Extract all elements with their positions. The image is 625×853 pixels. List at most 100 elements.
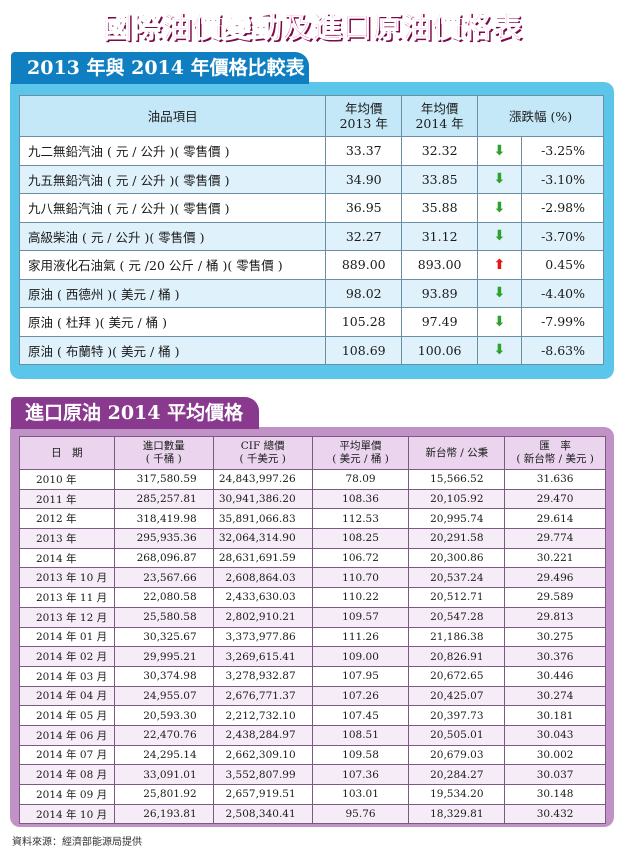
cif-total: 2,657,919.51	[212, 784, 313, 805]
table-row: 2014 年 01 月 30,325.67 3,373,977.86 111.26 21…	[19, 626, 606, 648]
header-cif-line1: CIF 總價	[240, 440, 285, 452]
header-cif: CIF 總價 ( 千美元 )	[212, 436, 313, 470]
cif-total: 2,662,309.10	[212, 744, 313, 766]
table-row: 2014 年 10 月 26,193.81 2,508,340.41 95.76 18,…	[19, 803, 606, 825]
table-row: 2014 年 04 月 24,955.07 2,676,771.37 107.26 20…	[19, 685, 606, 707]
change-percent: -7.99%	[521, 307, 604, 337]
cif-total: 2,676,771.37	[212, 685, 313, 707]
up-arrow-icon: ⬆	[493, 256, 506, 273]
exchange-rate: 29.774	[504, 528, 606, 549]
twd-per-kl: 21,186.38	[408, 626, 506, 648]
import-quantity: 24,295.14	[113, 744, 214, 766]
trend-cell: ⬇	[477, 278, 522, 308]
down-arrow-icon: ⬇	[493, 142, 506, 159]
header-fx-line1: 匯 率	[539, 440, 571, 452]
exchange-rate: 30.446	[504, 665, 606, 687]
change-percent: 0.45%	[521, 250, 604, 280]
twd-per-kl: 20,397.73	[408, 705, 506, 726]
period: 2014 年 05 月	[19, 705, 115, 726]
table-row: 九八無鉛汽油 ( 元 / 公升 )( 零售價 ) 36.95 35.88 ⬇ -2.98…	[18, 193, 604, 223]
change-percent: -2.98%	[521, 193, 604, 223]
down-arrow-icon: ⬇	[493, 313, 506, 330]
price-2013: 108.69	[325, 335, 403, 365]
table-row: 2013 年 295,935.36 32,064,314.90 108.25 20,29…	[19, 528, 606, 549]
table-row: 2011 年 285,257.81 30,941,386.20 108.36 20,10…	[19, 488, 606, 510]
table-row: 原油 ( 布蘭特 )( 美元 / 桶 ) 108.69 100.06 ⬇ -8.63%	[18, 335, 604, 365]
price-2013: 36.95	[325, 193, 403, 223]
down-arrow-icon: ⬇	[493, 285, 506, 302]
import-quantity: 268,096.87	[113, 547, 214, 569]
price-2014: 35.88	[401, 193, 479, 223]
twd-per-kl: 20,537.24	[408, 567, 506, 589]
trend-cell: ⬇	[477, 136, 522, 166]
import-crude-table: 日 期 進口數量 ( 千桶 ) CIF 總價 ( 千美元 ) 平均單價 ( 美元…	[19, 436, 606, 825]
header-unit-line2: ( 美元 / 桶 )	[332, 453, 389, 465]
twd-per-kl: 20,505.01	[408, 724, 506, 746]
period: 2014 年 07 月	[19, 744, 115, 766]
table-row: 九五無鉛汽油 ( 元 / 公升 )( 零售價 ) 34.90 33.85 ⬇ -3.10…	[18, 164, 604, 194]
change-percent: -4.40%	[521, 278, 604, 308]
price-2013: 32.27	[325, 221, 403, 251]
exchange-rate: 29.589	[504, 587, 606, 608]
twd-per-kl: 20,995.74	[408, 508, 506, 530]
trend-cell: ⬆	[477, 250, 522, 280]
price-2013: 105.28	[325, 307, 403, 337]
exchange-rate: 30.181	[504, 705, 606, 726]
table-row: 2014 年 02 月 29,995.21 3,269,615.41 109.00 20…	[19, 646, 606, 667]
price-2014: 97.49	[401, 307, 479, 337]
unit-price: 95.76	[311, 803, 410, 825]
trend-cell: ⬇	[477, 221, 522, 251]
price-2014: 33.85	[401, 164, 479, 194]
import-quantity: 29,995.21	[113, 646, 214, 667]
cif-total: 2,433,630.03	[212, 587, 313, 608]
cif-total: 3,278,932.87	[212, 665, 313, 687]
header-twd: 新台幣 / 公秉	[408, 436, 506, 470]
price-2013: 34.90	[325, 164, 403, 194]
cif-total: 3,269,615.41	[212, 646, 313, 667]
period: 2014 年 10 月	[19, 803, 115, 825]
unit-price: 107.95	[311, 665, 410, 687]
import-quantity: 25,801.92	[113, 784, 214, 805]
period: 2014 年 03 月	[19, 665, 115, 687]
product-name: 原油 ( 布蘭特 )( 美元 / 桶 )	[18, 335, 327, 365]
header-item: 油品項目	[18, 95, 327, 137]
product-name: 九五無鉛汽油 ( 元 / 公升 )( 零售價 )	[18, 164, 327, 194]
import-crude-title: 進口原油 2014 平均價格	[11, 397, 259, 429]
table-row: 高級柴油 ( 元 / 公升 )( 零售價 ) 32.27 31.12 ⬇ -3.70%	[18, 221, 604, 251]
import-quantity: 24,955.07	[113, 685, 214, 707]
change-percent: -3.25%	[521, 136, 604, 166]
header-date: 日 期	[19, 436, 115, 470]
table-row: 2014 年 03 月 30,374.98 3,278,932.87 107.95 20…	[19, 665, 606, 687]
product-name: 原油 ( 杜拜 )( 美元 / 桶 )	[18, 307, 327, 337]
cif-total: 3,373,977.86	[212, 626, 313, 648]
price-2013: 33.37	[325, 136, 403, 166]
import-quantity: 30,374.98	[113, 665, 214, 687]
period: 2014 年 02 月	[19, 646, 115, 667]
twd-per-kl: 20,679.03	[408, 744, 506, 766]
header-unit-line1: 平均單價	[339, 440, 382, 452]
exchange-rate: 29.813	[504, 606, 606, 628]
twd-per-kl: 20,300.86	[408, 547, 506, 569]
twd-per-kl: 20,284.27	[408, 764, 506, 785]
exchange-rate: 29.614	[504, 508, 606, 530]
unit-price: 108.25	[311, 528, 410, 549]
table-header-row: 日 期 進口數量 ( 千桶 ) CIF 總價 ( 千美元 ) 平均單價 ( 美元…	[19, 436, 606, 470]
table-row: 九二無鉛汽油 ( 元 / 公升 )( 零售價 ) 33.37 32.32 ⬇ -3.25…	[18, 136, 604, 166]
import-quantity: 22,080.58	[113, 587, 214, 608]
price-2014: 32.32	[401, 136, 479, 166]
unit-price: 107.26	[311, 685, 410, 707]
exchange-rate: 30.376	[504, 646, 606, 667]
period: 2012 年	[19, 508, 115, 530]
cif-total: 2,802,910.21	[212, 606, 313, 628]
period: 2013 年 10 月	[19, 567, 115, 589]
twd-per-kl: 20,425.07	[408, 685, 506, 707]
import-quantity: 26,193.81	[113, 803, 214, 825]
header-fx: 匯 率 ( 新台幣 / 美元 )	[504, 436, 606, 470]
exchange-rate: 31.636	[504, 469, 606, 490]
table-row: 2014 年 06 月 22,470.76 2,438,284.97 108.51 20…	[19, 724, 606, 746]
period: 2014 年 01 月	[19, 626, 115, 648]
import-quantity: 23,567.66	[113, 567, 214, 589]
unit-price: 108.36	[311, 488, 410, 510]
table-row: 原油 ( 杜拜 )( 美元 / 桶 ) 105.28 97.49 ⬇ -7.99%	[18, 307, 604, 337]
table-row: 2010 年 317,580.59 24,843,997.26 78.09 15,566…	[19, 469, 606, 490]
